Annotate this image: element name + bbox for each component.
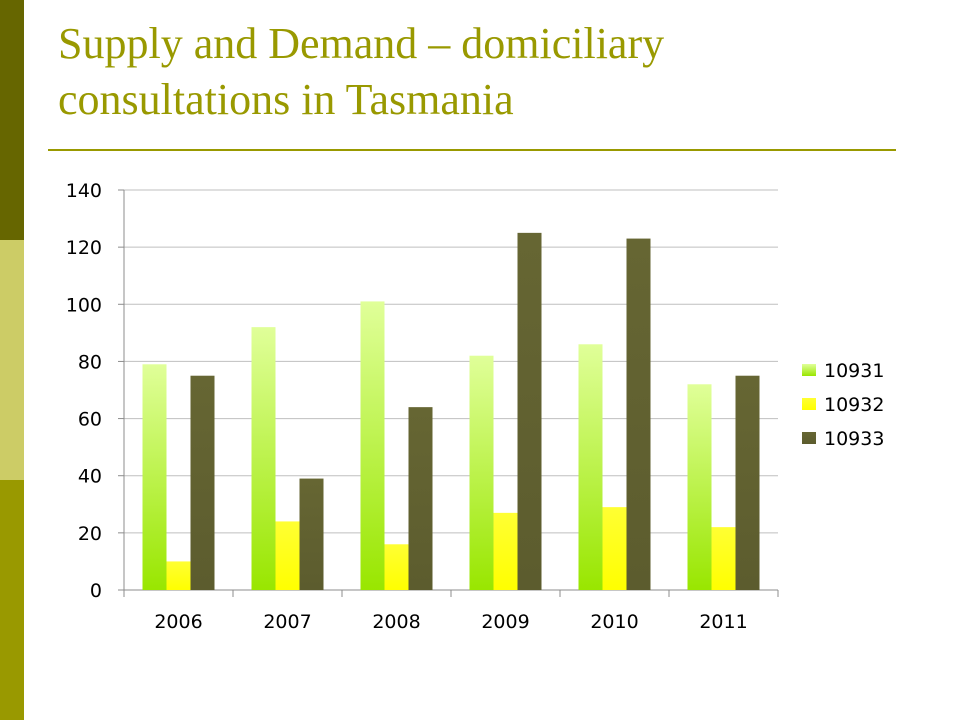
sidebar-stripe-top bbox=[0, 0, 24, 240]
sidebar-stripe-bottom bbox=[0, 480, 24, 720]
tick-labels: 0 20 40 60 80 100 120 140 2006 2007 2008 2009 2010 20… bbox=[66, 180, 748, 633]
x-tick-label-2009: 2009 bbox=[481, 611, 529, 633]
legend-label-10931: 10931 bbox=[824, 360, 884, 382]
y-tick-label: 140 bbox=[66, 180, 102, 202]
axes bbox=[118, 189, 779, 597]
bar-10932-2010 bbox=[602, 507, 627, 590]
x-tick-label-2008: 2008 bbox=[372, 611, 420, 633]
slide-title-line-2: consultations in Tasmania bbox=[58, 75, 514, 124]
y-tick-label: 80 bbox=[78, 351, 102, 373]
x-tick-label-2010: 2010 bbox=[590, 611, 638, 633]
y-tick-label: 0 bbox=[90, 580, 102, 602]
bar-10932-2007 bbox=[275, 521, 300, 590]
bar-10932-2009 bbox=[493, 512, 518, 590]
bars bbox=[142, 232, 760, 591]
legend-swatch-10931 bbox=[802, 364, 816, 376]
bar-10933-2007 bbox=[299, 478, 324, 590]
bar-10931-2006 bbox=[142, 364, 167, 590]
y-tick-label: 60 bbox=[78, 409, 102, 431]
y-tick-label: 20 bbox=[78, 523, 102, 545]
bar-10931-2010 bbox=[578, 344, 603, 590]
y-tick-label: 100 bbox=[66, 294, 102, 316]
x-tick-label-2011: 2011 bbox=[699, 611, 747, 633]
bar-10933-2010 bbox=[626, 238, 651, 591]
slide-title: Supply and Demand – domiciliary consulta… bbox=[58, 16, 918, 128]
legend-swatch-10932 bbox=[802, 398, 816, 410]
bar-10932-2008 bbox=[384, 544, 409, 590]
x-tick-label-2006: 2006 bbox=[154, 611, 202, 633]
bar-10931-2007 bbox=[251, 327, 276, 590]
legend: 10931 10932 10933 bbox=[802, 360, 884, 450]
y-tick-label: 40 bbox=[78, 466, 102, 488]
bar-10933-2006 bbox=[190, 375, 215, 590]
legend-label-10932: 10932 bbox=[824, 394, 884, 416]
bar-10933-2011 bbox=[735, 375, 760, 590]
legend-label-10933: 10933 bbox=[824, 428, 884, 450]
gridlines bbox=[124, 189, 778, 534]
bar-10932-2011 bbox=[711, 527, 736, 590]
bar-10931-2011 bbox=[687, 384, 712, 590]
bar-10933-2008 bbox=[408, 407, 433, 590]
y-tick-label: 120 bbox=[66, 237, 102, 259]
bar-10932-2006 bbox=[166, 561, 191, 590]
bar-10931-2009 bbox=[469, 355, 494, 590]
slide-title-line-1: Supply and Demand – domiciliary bbox=[58, 19, 665, 68]
bar-10931-2008 bbox=[360, 301, 385, 590]
sidebar-stripe-middle bbox=[0, 240, 24, 480]
legend-swatch-10933 bbox=[802, 432, 816, 444]
bar-10933-2009 bbox=[517, 232, 542, 590]
title-divider bbox=[48, 149, 896, 151]
x-tick-label-2007: 2007 bbox=[263, 611, 311, 633]
